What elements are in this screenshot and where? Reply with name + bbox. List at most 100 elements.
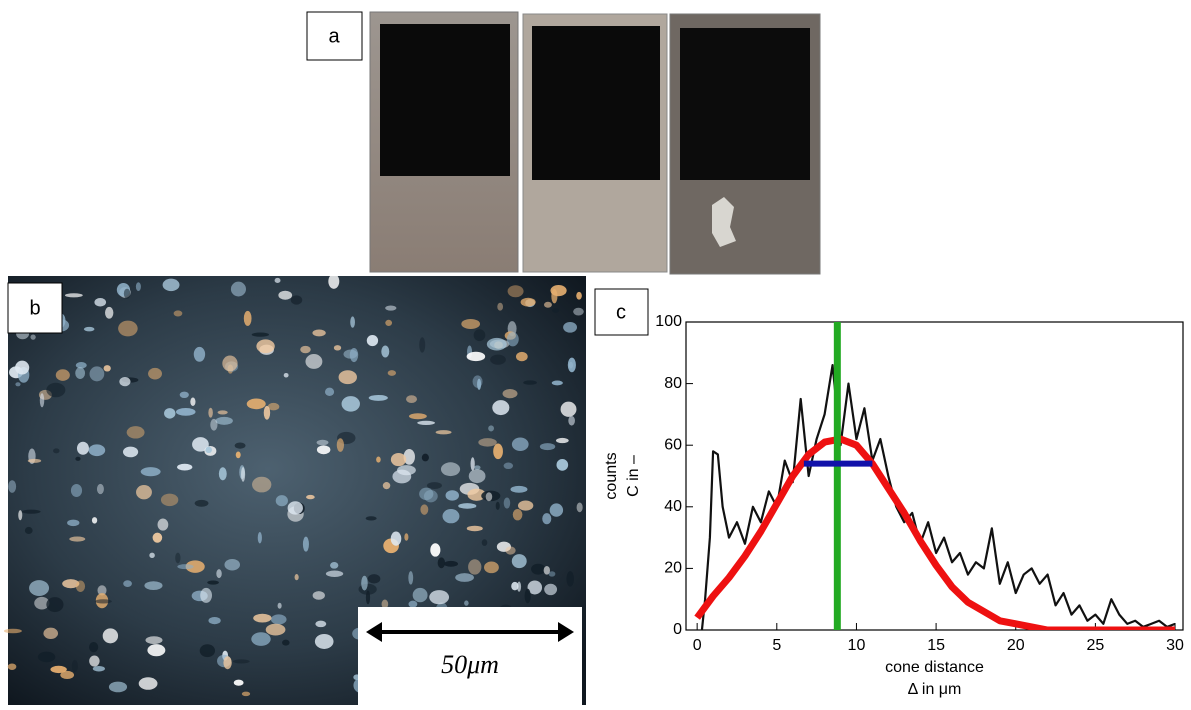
speckle — [316, 445, 331, 455]
speckle — [39, 393, 45, 408]
speckle — [177, 463, 193, 471]
speckle — [7, 663, 17, 670]
speckle — [199, 644, 216, 658]
y-tick-label: 100 — [655, 313, 682, 330]
speckle — [75, 367, 86, 379]
speckle — [492, 400, 510, 416]
x-tick-label: 10 — [848, 637, 866, 654]
speckle — [290, 295, 303, 305]
speckle — [24, 526, 33, 534]
speckle — [382, 482, 391, 490]
speckle — [312, 329, 326, 337]
speckle — [461, 318, 481, 329]
speckle — [123, 580, 132, 588]
speckle — [417, 420, 435, 425]
speckle — [527, 580, 543, 595]
speckle — [267, 402, 280, 411]
speckle — [29, 580, 50, 597]
speckle — [246, 398, 266, 410]
speckle — [50, 665, 67, 674]
panel-label: b — [29, 297, 40, 319]
speckle — [75, 456, 81, 461]
speckle — [94, 599, 112, 604]
speckle — [193, 346, 206, 362]
speckle — [468, 559, 482, 575]
speckle — [361, 575, 368, 591]
speckle — [283, 372, 289, 378]
speckle — [43, 627, 59, 639]
speckle — [62, 579, 80, 589]
speckle — [477, 378, 482, 390]
chart: 0 5 10 15 20 25 30 0 20 40 60 80 100 cone distance Δ i… — [603, 313, 1184, 698]
y-tick-label: 40 — [664, 498, 682, 515]
speckle — [381, 345, 390, 358]
speckle — [8, 480, 17, 493]
speckle — [257, 532, 262, 544]
speckle — [470, 457, 475, 471]
speckle — [270, 614, 287, 625]
speckle — [3, 628, 22, 634]
speckle — [381, 599, 389, 609]
speckle — [216, 569, 222, 579]
series-line — [700, 364, 1176, 630]
speckle — [53, 448, 60, 454]
speckle — [119, 377, 131, 387]
speckle — [404, 533, 409, 541]
y-tick-label: 0 — [673, 621, 682, 638]
panel-label: c — [616, 301, 626, 323]
speckle — [455, 573, 474, 582]
speckle — [510, 485, 528, 493]
speckle — [92, 665, 105, 672]
series-line — [694, 435, 1176, 630]
speckle — [145, 636, 163, 645]
x-tick-label: 25 — [1086, 637, 1104, 654]
speckle — [330, 562, 339, 569]
speckle — [15, 382, 21, 387]
speckle — [466, 525, 483, 532]
speckle — [430, 543, 441, 557]
label-box — [306, 11, 363, 61]
speckle — [96, 483, 104, 495]
speckle — [385, 305, 397, 311]
speckle — [177, 564, 194, 570]
speckle — [37, 651, 56, 663]
speckle — [566, 571, 574, 587]
speckle — [376, 456, 381, 463]
speckle — [253, 613, 272, 623]
speckle — [108, 681, 128, 693]
speckle — [251, 332, 270, 337]
speckle — [277, 602, 282, 609]
speckle — [118, 320, 138, 337]
scale-arrow — [366, 622, 574, 642]
speckle — [390, 452, 407, 467]
speckle — [75, 362, 87, 369]
speckle — [568, 415, 575, 426]
speckle — [97, 585, 107, 596]
speckle — [397, 465, 416, 476]
speckle — [241, 467, 246, 482]
speckle — [366, 335, 379, 347]
speckle — [350, 316, 355, 328]
speckle — [312, 591, 325, 600]
speckle — [94, 298, 107, 307]
speckle — [316, 439, 329, 446]
speckle — [205, 446, 213, 454]
speckle — [517, 581, 522, 592]
speckle — [135, 282, 141, 291]
speckle — [122, 446, 139, 458]
speckle — [385, 319, 393, 326]
speckle — [138, 677, 158, 690]
scale-box — [358, 607, 582, 705]
speckle — [390, 531, 402, 546]
speckle — [46, 382, 66, 398]
speckle — [305, 354, 323, 369]
speckle — [563, 321, 578, 333]
speckle — [464, 600, 469, 606]
speckle — [274, 277, 281, 283]
speckle — [278, 290, 293, 300]
speckle — [486, 337, 507, 351]
speckle — [440, 462, 461, 477]
label-box — [594, 288, 649, 336]
speckle — [468, 469, 486, 484]
